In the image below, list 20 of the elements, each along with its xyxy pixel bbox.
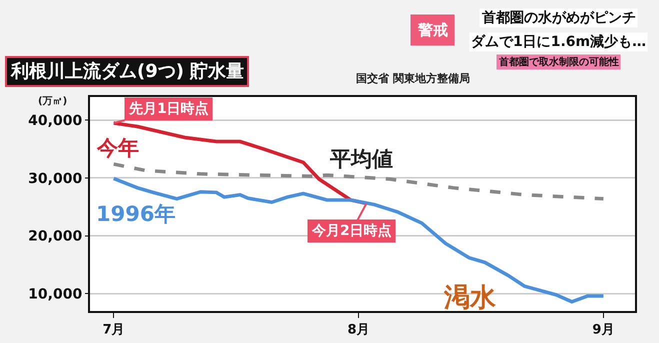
x-tick-label: 7月 bbox=[102, 322, 125, 338]
x-tick-label: 8月 bbox=[348, 322, 370, 338]
text: 首都圏で取水制限の可能性 bbox=[498, 56, 619, 68]
chart-title: 利根川上流ダム(9つ) 貯水量 bbox=[10, 61, 244, 82]
y-tick-label: 40,000 bbox=[28, 113, 82, 130]
y-tick-label: 10,000 bbox=[28, 286, 82, 303]
series-label: 1996年 bbox=[96, 202, 176, 226]
x-tick-label: 9月 bbox=[592, 322, 614, 338]
annotation: 渇水 bbox=[443, 283, 497, 313]
y-tick-label: 30,000 bbox=[28, 170, 82, 187]
y-axis-title: (万㎥) bbox=[38, 96, 68, 107]
series-label: 今年 bbox=[96, 136, 139, 160]
series-label: 平均値 bbox=[329, 147, 393, 171]
text: 国交省 関東地方整備局 bbox=[356, 72, 470, 85]
y-tick-label: 20,000 bbox=[28, 228, 82, 245]
text: 首都圏の水がめがピンチ bbox=[481, 10, 636, 26]
annotation: 先月1日時点 bbox=[128, 101, 209, 117]
annotation: 今月2日時点 bbox=[311, 223, 392, 239]
text: ダムで1日に1.6m減少も… bbox=[471, 34, 646, 50]
text: 警戒 bbox=[417, 21, 448, 39]
